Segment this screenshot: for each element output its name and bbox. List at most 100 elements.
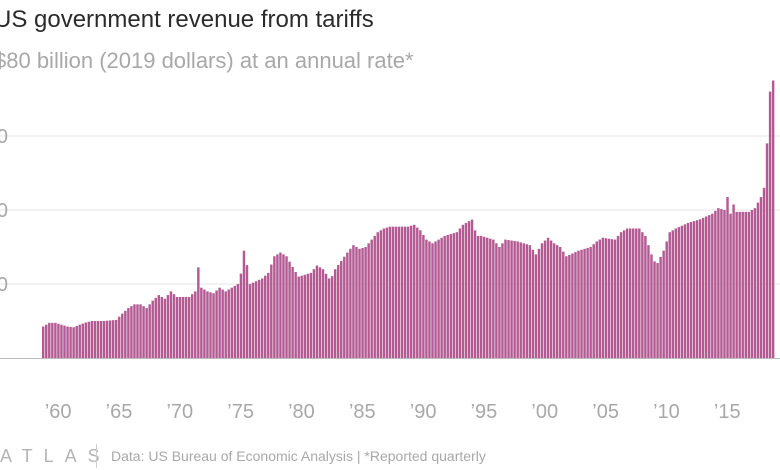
bar [479, 235, 483, 358]
bar [498, 247, 501, 358]
x-tick-label: ’85 [349, 401, 376, 423]
bar [87, 321, 91, 358]
bar [318, 267, 322, 358]
bar [42, 326, 45, 358]
bar [671, 230, 674, 358]
bar [163, 298, 167, 358]
bar [592, 244, 595, 358]
bar [340, 260, 343, 359]
x-tick-labels: ’60 ’65 ’70 ’75 ’80 ’85 ’90 ’95 ’00 ’05 ’10 ’15 [45, 401, 741, 423]
bar [470, 219, 474, 358]
bar [178, 296, 182, 358]
bar [215, 290, 218, 358]
bar [124, 310, 127, 358]
bar [735, 211, 738, 358]
bar [677, 227, 681, 358]
bar [458, 228, 462, 358]
bar [738, 211, 741, 358]
bar [376, 232, 379, 358]
bar [172, 294, 176, 358]
bar [48, 322, 51, 358]
bar [227, 289, 230, 358]
footer-divider [96, 444, 97, 468]
bar [279, 252, 282, 358]
bar [90, 321, 94, 358]
bar [549, 240, 553, 358]
bar [531, 249, 535, 358]
bar [610, 239, 614, 358]
bar [291, 267, 294, 358]
bar [245, 265, 249, 358]
bar [656, 263, 659, 358]
bar [406, 226, 410, 358]
bar [51, 322, 54, 358]
bar [701, 217, 705, 358]
bar [270, 264, 273, 358]
bar [771, 80, 775, 358]
bar [337, 265, 340, 358]
bar [121, 313, 124, 358]
bar [504, 239, 507, 358]
y-tick-label: 20 [0, 274, 8, 296]
bar [604, 238, 608, 358]
bar [689, 222, 693, 358]
bar [486, 237, 489, 358]
bar [151, 300, 154, 358]
bar [300, 275, 303, 358]
bar [373, 235, 376, 358]
bar [525, 244, 529, 358]
bar [181, 296, 185, 358]
x-tick-label: ’05 [592, 401, 619, 423]
bar [580, 249, 583, 358]
bar [720, 209, 723, 358]
bar [352, 245, 355, 358]
bar [306, 273, 310, 358]
bar [668, 232, 671, 358]
bar [282, 254, 285, 358]
bar [756, 202, 760, 358]
bar [589, 247, 592, 358]
bar [388, 226, 392, 358]
bar [586, 247, 589, 358]
bar [571, 253, 574, 358]
bar [534, 254, 538, 358]
bar [157, 295, 161, 358]
bar [358, 248, 361, 358]
bar [212, 293, 215, 358]
bar [267, 272, 270, 358]
bar [346, 252, 349, 358]
bar [744, 211, 747, 358]
bar [619, 232, 623, 358]
bar [653, 261, 656, 358]
bar [647, 245, 650, 358]
bar [72, 327, 75, 358]
bar [513, 240, 516, 358]
bar [285, 256, 288, 358]
bar [218, 287, 221, 358]
bar [148, 304, 151, 358]
bar [552, 243, 556, 358]
bar [607, 238, 611, 358]
bar [613, 239, 617, 358]
footer: ATLAS Data: US Bureau of Economic Analys… [0, 436, 780, 470]
bar [102, 321, 106, 358]
bar [583, 248, 586, 358]
bar [574, 252, 577, 358]
bar [492, 239, 495, 358]
bar [343, 256, 346, 358]
bar [714, 210, 717, 358]
bar [254, 281, 258, 358]
bars-layer [42, 80, 775, 359]
bar [191, 294, 194, 358]
bar [260, 278, 264, 358]
bar [683, 224, 687, 358]
bar [437, 239, 440, 358]
bar [419, 230, 422, 358]
bar [753, 208, 757, 358]
bar [276, 254, 279, 358]
bar [209, 292, 212, 358]
bar [133, 304, 136, 358]
bar [473, 230, 477, 358]
atlas-logo[interactable]: ATLAS [0, 446, 111, 466]
bar [321, 269, 325, 358]
